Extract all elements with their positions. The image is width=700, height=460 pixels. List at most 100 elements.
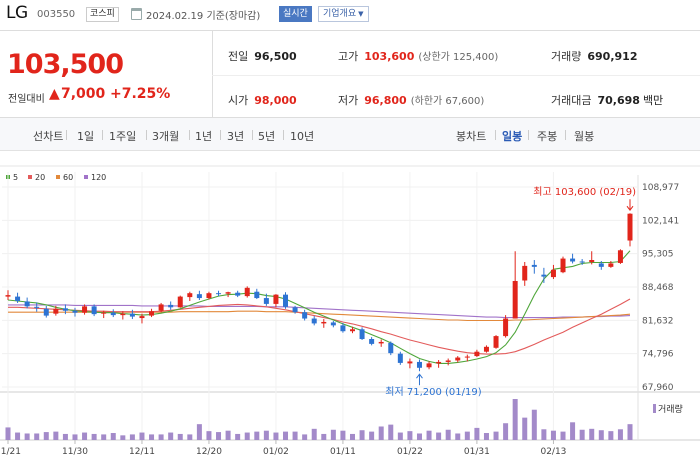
change-amount: 7,000 <box>61 86 106 102</box>
x-tick-label: 01/31 <box>464 447 490 457</box>
y-tick-label: 108,977 <box>642 183 679 193</box>
volume-bar <box>235 433 241 440</box>
realtime-button[interactable]: 실시간 <box>279 6 312 22</box>
high-annotation: 최고 103,600 (02/19) <box>533 186 636 198</box>
candle-body <box>426 363 432 368</box>
tab-period-5y[interactable]: 5년 <box>258 130 276 143</box>
tab-period-1w[interactable]: 1주일 <box>109 130 137 143</box>
candle-body <box>158 304 164 311</box>
candle-body <box>359 329 365 340</box>
y-tick-label: 88,468 <box>642 283 674 293</box>
volume-bar <box>455 433 461 440</box>
tab-line-chart[interactable]: 선차트 <box>33 130 64 143</box>
tab-candle-daily[interactable]: 일봉 <box>502 130 523 143</box>
legend-label-20: 20 <box>35 173 45 182</box>
volume-bar <box>273 432 279 440</box>
volume-bar <box>82 432 88 440</box>
change-label: 전일대비 <box>8 94 45 105</box>
volume-bar <box>378 426 384 440</box>
low-annotation: 최저 71,200 (01/19) <box>385 386 481 398</box>
candle-body <box>560 258 566 273</box>
tab-period-3m[interactable]: 3개월 <box>152 130 180 143</box>
tab-period-1d[interactable]: 1일 <box>77 130 95 143</box>
legend-swatch-120 <box>84 175 88 179</box>
candle-body <box>474 351 480 357</box>
legend-swatch-20 <box>28 175 32 179</box>
candle-body <box>110 312 116 316</box>
market-badge: 코스피 <box>86 7 119 22</box>
volume-bar <box>110 433 116 440</box>
x-tick-label: 12/20 <box>196 447 222 457</box>
candle-body <box>407 361 413 364</box>
volume-bar <box>426 430 432 440</box>
volume-bar <box>589 428 595 440</box>
candle-body <box>321 321 327 324</box>
volume-bar <box>541 429 547 440</box>
candle-body <box>225 292 231 294</box>
legend-label-120: 120 <box>91 173 106 182</box>
volume-bar <box>493 431 499 440</box>
tab-candle-chart[interactable]: 봉차트 <box>456 130 487 143</box>
calendar-icon <box>131 8 142 20</box>
prev-close-value: 96,500 <box>254 50 297 63</box>
open-value: 98,000 <box>254 94 297 107</box>
tab-divider <box>66 130 67 140</box>
volume-bar <box>206 431 212 440</box>
volume-bar <box>302 434 308 440</box>
change-percent: +7.25% <box>110 86 171 102</box>
x-tick-label: 12/11 <box>129 447 155 457</box>
tab-candle-monthly[interactable]: 월봉 <box>574 130 595 143</box>
up-arrow-icon: ▲ <box>49 86 60 102</box>
volume-bar <box>579 429 585 440</box>
candle-body <box>416 361 422 368</box>
volume-bar <box>503 423 509 440</box>
quote-row-divider <box>212 75 700 76</box>
volume-bar <box>445 429 451 440</box>
open-label: 시가 <box>228 94 249 107</box>
candle-body <box>512 280 518 319</box>
candle-body <box>445 360 451 362</box>
volume-bar <box>91 433 97 440</box>
volume-bar <box>5 427 11 440</box>
volume-bar <box>397 432 403 440</box>
candle-body <box>263 298 269 304</box>
tab-divider <box>102 130 103 140</box>
volume: 거래량 690,912 <box>551 48 637 64</box>
candle-body <box>168 304 174 308</box>
chevron-down-icon: ▼ <box>358 10 364 18</box>
volume-bar <box>340 430 346 440</box>
volume-label: 거래량 <box>551 50 582 63</box>
tab-candle-weekly[interactable]: 주봉 <box>537 130 558 143</box>
tab-divider <box>146 130 147 140</box>
candle-body <box>455 357 461 361</box>
candle-body <box>177 296 183 308</box>
open-price: 시가 98,000 <box>228 92 297 108</box>
candle-body <box>196 294 202 299</box>
candle-body <box>436 361 442 364</box>
candle-body <box>531 264 537 267</box>
candle-body <box>72 310 78 313</box>
candle-body <box>302 312 308 319</box>
tab-period-10y[interactable]: 10년 <box>290 130 315 143</box>
candle-body <box>43 308 49 316</box>
trade-amount-value: 70,698 <box>597 94 640 107</box>
volume-bar <box>464 431 470 440</box>
volume-bar <box>416 433 422 440</box>
company-overview-label: 기업개요 <box>323 9 357 19</box>
candle-body <box>349 329 355 332</box>
volume-bar <box>225 430 231 440</box>
company-overview-dropdown[interactable]: 기업개요 ▼ <box>318 6 369 22</box>
tab-period-1y[interactable]: 1년 <box>195 130 213 143</box>
volume-bar <box>244 432 250 440</box>
candle-body <box>493 336 499 348</box>
volume-bar <box>149 434 155 440</box>
volume-bar <box>283 431 289 440</box>
trade-amount-unit: 백만 <box>642 94 664 107</box>
tab-period-3y[interactable]: 3년 <box>227 130 245 143</box>
candle-body <box>206 293 212 299</box>
volume-bar <box>53 431 59 440</box>
candle-body <box>34 306 40 308</box>
volume-bar <box>34 433 40 440</box>
volume-bar <box>474 427 480 440</box>
stock-header: LG 003550 코스피 2024.02.19 기준(장마감) 실시간 기업개… <box>0 0 700 30</box>
